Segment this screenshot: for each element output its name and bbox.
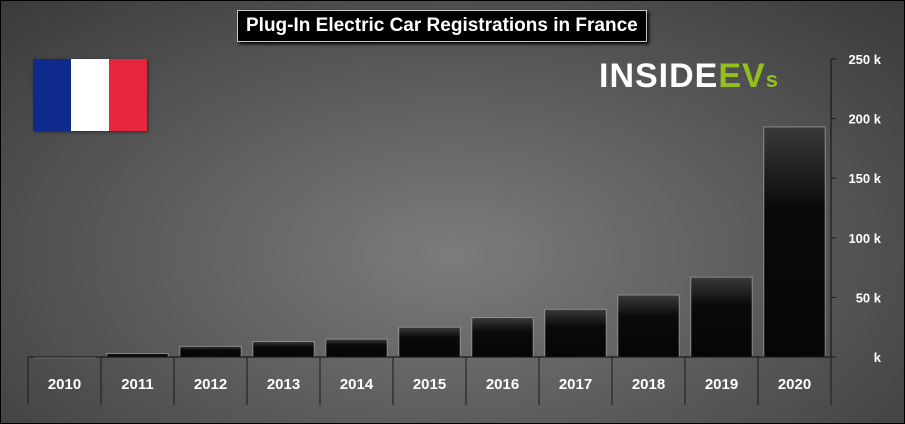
x-tick-label: 2013 — [267, 376, 300, 393]
bar-2019 — [690, 276, 753, 358]
x-tick-label: 2014 — [340, 376, 374, 393]
bar-2012 — [179, 345, 242, 358]
x-tick-label: 2015 — [413, 376, 446, 393]
y-tick-label: 100 k — [848, 231, 881, 246]
bar-2018 — [617, 294, 680, 358]
x-tick-label: 2012 — [194, 376, 227, 393]
bar-2020 — [763, 126, 826, 358]
x-tick-label: 2020 — [778, 376, 811, 393]
x-tick-label: 2019 — [705, 376, 738, 393]
bars-group — [33, 126, 826, 359]
y-tick-label: 250 k — [848, 52, 881, 67]
y-tick-label: 200 k — [848, 112, 881, 127]
logo-ev: EV — [718, 57, 766, 95]
x-tick-label: 2018 — [632, 376, 665, 393]
insideevs-logo: INSIDEEVs — [599, 57, 779, 96]
flag-stripe-blue — [33, 59, 71, 131]
x-tick-label: 2016 — [486, 376, 519, 393]
flag-stripe-red — [109, 59, 147, 131]
bar-2016 — [471, 317, 534, 358]
chart-title: Plug-In Electric Car Registrations in Fr… — [237, 10, 647, 42]
y-tick-label: k — [874, 350, 882, 365]
axis-group — [27, 58, 836, 405]
y-tick-label: 50 k — [856, 290, 882, 305]
x-tick-label: 2010 — [48, 376, 81, 393]
y-tick-label: 150 k — [848, 171, 881, 186]
bar-2014 — [325, 338, 388, 358]
logo-main: INSIDE — [599, 57, 719, 95]
y-ticks-group: k 50 k 100 k 150 k 200 k 250 k — [848, 52, 881, 365]
bar-2017 — [544, 308, 607, 358]
x-categories-group: 2010 2011 2012 2013 2014 2015 2016 2017 2018 2019… — [48, 376, 811, 393]
logo-s: s — [765, 67, 779, 92]
x-tick-label: 2017 — [559, 376, 592, 393]
flag-stripe-white — [71, 59, 109, 131]
bar-2013 — [252, 341, 315, 358]
france-flag-icon — [33, 59, 147, 131]
bar-2015 — [398, 326, 461, 358]
x-tick-label: 2011 — [121, 376, 154, 393]
